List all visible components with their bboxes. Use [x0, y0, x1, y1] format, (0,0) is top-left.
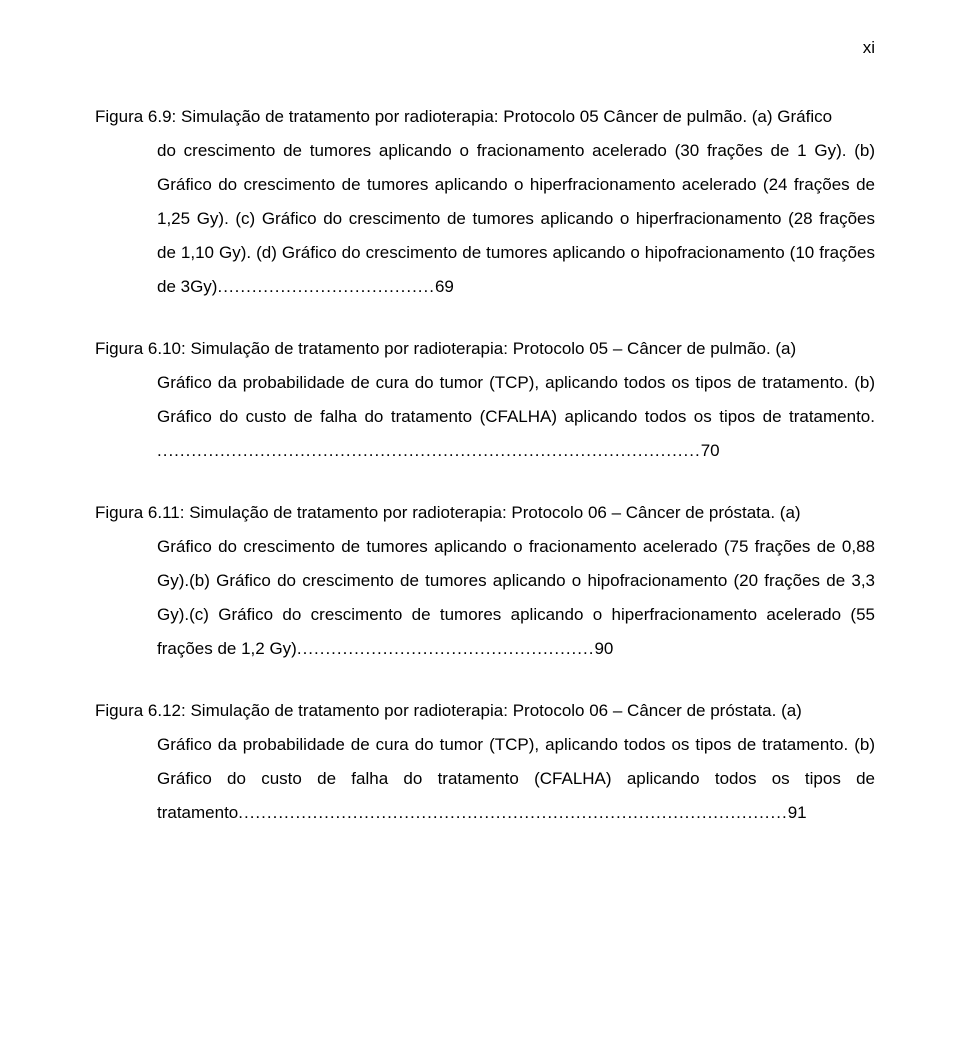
- figure-entry: Figura 6.11: Simulação de tratamento por…: [95, 496, 875, 666]
- leader-dots: ........................................…: [157, 441, 701, 460]
- page-ref: 69: [435, 277, 454, 296]
- page-ref: 70: [701, 441, 720, 460]
- figure-entry: Figura 6.10: Simulação de tratamento por…: [95, 332, 875, 468]
- figure-desc-first: Simulação de tratamento por radioterapia…: [181, 107, 832, 126]
- page-number: xi: [863, 38, 875, 58]
- figure-desc-first: Simulação de tratamento por radioterapia…: [190, 701, 801, 720]
- figure-entry: Figura 6.9: Simulação de tratamento por …: [95, 100, 875, 304]
- leader-dots: ........................................…: [238, 803, 787, 822]
- figure-label: Figura 6.9:: [95, 107, 181, 126]
- leader-dots: ........................................…: [297, 639, 595, 658]
- page-ref: 90: [594, 639, 613, 658]
- figure-desc-rest: do crescimento de tumores aplicando o fr…: [157, 141, 875, 296]
- page-ref: 91: [788, 803, 807, 822]
- figure-label: Figura 6.11:: [95, 503, 189, 522]
- figure-desc-first: Simulação de tratamento por radioterapia…: [189, 503, 800, 522]
- leader-dots: ......................................: [217, 277, 434, 296]
- figure-label: Figura 6.10:: [95, 339, 190, 358]
- figure-label: Figura 6.12:: [95, 701, 190, 720]
- figure-desc-first: Simulação de tratamento por radioterapia…: [190, 339, 796, 358]
- figure-desc-rest: Gráfico da probabilidade de cura do tumo…: [157, 373, 875, 426]
- figure-entry: Figura 6.12: Simulação de tratamento por…: [95, 694, 875, 830]
